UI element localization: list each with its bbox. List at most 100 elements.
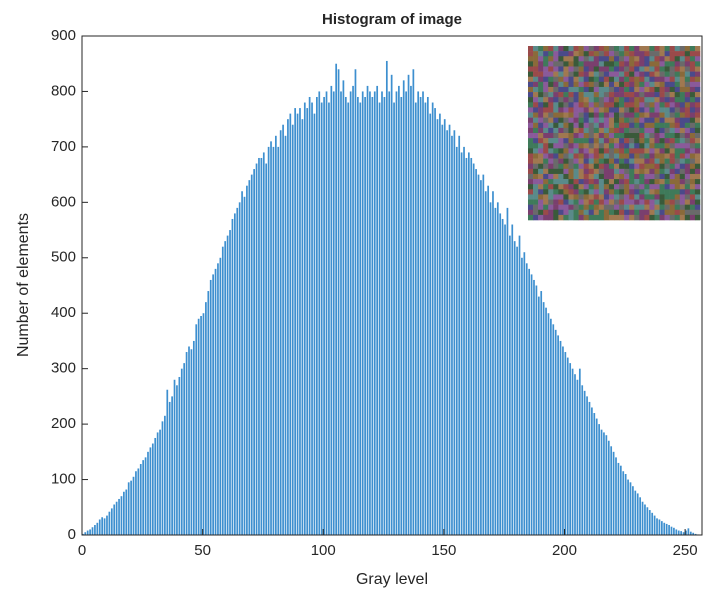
image-pixel bbox=[543, 77, 548, 82]
image-pixel bbox=[533, 164, 538, 169]
image-pixel bbox=[670, 113, 675, 118]
image-pixel bbox=[543, 164, 548, 169]
image-pixel bbox=[594, 118, 599, 123]
bar bbox=[125, 490, 127, 535]
bar bbox=[87, 531, 89, 535]
image-pixel bbox=[614, 92, 619, 97]
image-pixel bbox=[599, 194, 604, 199]
bar bbox=[415, 103, 417, 535]
image-pixel bbox=[579, 123, 584, 128]
image-pixel bbox=[690, 102, 695, 107]
image-pixel bbox=[548, 72, 553, 77]
image-pixel bbox=[685, 123, 690, 128]
image-pixel bbox=[538, 179, 543, 184]
image-pixel bbox=[604, 92, 609, 97]
image-pixel bbox=[538, 215, 543, 220]
bar bbox=[591, 407, 593, 535]
bar bbox=[335, 64, 337, 535]
image-pixel bbox=[665, 184, 670, 189]
image-pixel bbox=[649, 72, 654, 77]
image-pixel bbox=[690, 205, 695, 210]
image-pixel bbox=[553, 77, 558, 82]
bar bbox=[302, 119, 304, 535]
image-pixel bbox=[634, 169, 639, 174]
image-pixel bbox=[574, 77, 579, 82]
bar bbox=[661, 521, 663, 535]
image-pixel bbox=[649, 169, 654, 174]
bar bbox=[157, 432, 159, 535]
image-pixel bbox=[644, 194, 649, 199]
bar bbox=[639, 497, 641, 535]
image-pixel bbox=[634, 123, 639, 128]
image-pixel bbox=[690, 56, 695, 61]
image-pixel bbox=[629, 153, 634, 158]
bar bbox=[147, 452, 149, 535]
image-pixel bbox=[685, 169, 690, 174]
image-pixel bbox=[579, 72, 584, 77]
bar bbox=[280, 130, 282, 535]
image-pixel bbox=[533, 128, 538, 133]
image-pixel bbox=[639, 164, 644, 169]
image-pixel bbox=[690, 123, 695, 128]
image-pixel bbox=[538, 189, 543, 194]
bar bbox=[294, 108, 296, 535]
bar bbox=[502, 219, 504, 535]
image-pixel bbox=[680, 97, 685, 102]
image-pixel bbox=[649, 143, 654, 148]
image-pixel bbox=[665, 82, 670, 87]
image-pixel bbox=[634, 72, 639, 77]
image-pixel bbox=[695, 107, 700, 112]
image-pixel bbox=[604, 82, 609, 87]
image-pixel bbox=[548, 87, 553, 92]
bar bbox=[618, 463, 620, 535]
image-pixel bbox=[599, 205, 604, 210]
image-pixel bbox=[649, 102, 654, 107]
image-pixel bbox=[675, 143, 680, 148]
image-pixel bbox=[528, 87, 533, 92]
image-pixel bbox=[568, 215, 573, 220]
image-pixel bbox=[629, 179, 634, 184]
image-pixel bbox=[599, 189, 604, 194]
image-pixel bbox=[548, 138, 553, 143]
image-pixel bbox=[553, 87, 558, 92]
image-pixel bbox=[584, 215, 589, 220]
image-pixel bbox=[589, 133, 594, 138]
image-pixel bbox=[634, 148, 639, 153]
image-pixel bbox=[624, 189, 629, 194]
image-pixel bbox=[624, 66, 629, 71]
image-pixel bbox=[654, 61, 659, 66]
image-pixel bbox=[639, 107, 644, 112]
image-pixel bbox=[680, 200, 685, 205]
image-pixel bbox=[528, 66, 533, 71]
bar bbox=[586, 396, 588, 535]
bar bbox=[543, 302, 545, 535]
image-pixel bbox=[624, 215, 629, 220]
image-pixel bbox=[574, 159, 579, 164]
image-pixel bbox=[670, 215, 675, 220]
image-pixel bbox=[629, 143, 634, 148]
image-pixel bbox=[584, 118, 589, 123]
image-pixel bbox=[609, 169, 614, 174]
image-pixel bbox=[644, 61, 649, 66]
image-pixel bbox=[695, 82, 700, 87]
bar bbox=[441, 125, 443, 535]
image-pixel bbox=[563, 107, 568, 112]
image-pixel bbox=[579, 92, 584, 97]
image-pixel bbox=[629, 72, 634, 77]
image-pixel bbox=[675, 118, 680, 123]
image-pixel bbox=[685, 66, 690, 71]
image-pixel bbox=[685, 72, 690, 77]
image-pixel bbox=[533, 61, 538, 66]
image-pixel bbox=[634, 179, 639, 184]
image-pixel bbox=[533, 174, 538, 179]
image-pixel bbox=[680, 113, 685, 118]
image-pixel bbox=[563, 123, 568, 128]
image-pixel bbox=[624, 102, 629, 107]
image-pixel bbox=[675, 72, 680, 77]
image-pixel bbox=[624, 46, 629, 51]
image-pixel bbox=[553, 61, 558, 66]
image-pixel bbox=[558, 194, 563, 199]
bar bbox=[135, 471, 137, 535]
image-pixel bbox=[584, 51, 589, 56]
bar bbox=[236, 208, 238, 535]
